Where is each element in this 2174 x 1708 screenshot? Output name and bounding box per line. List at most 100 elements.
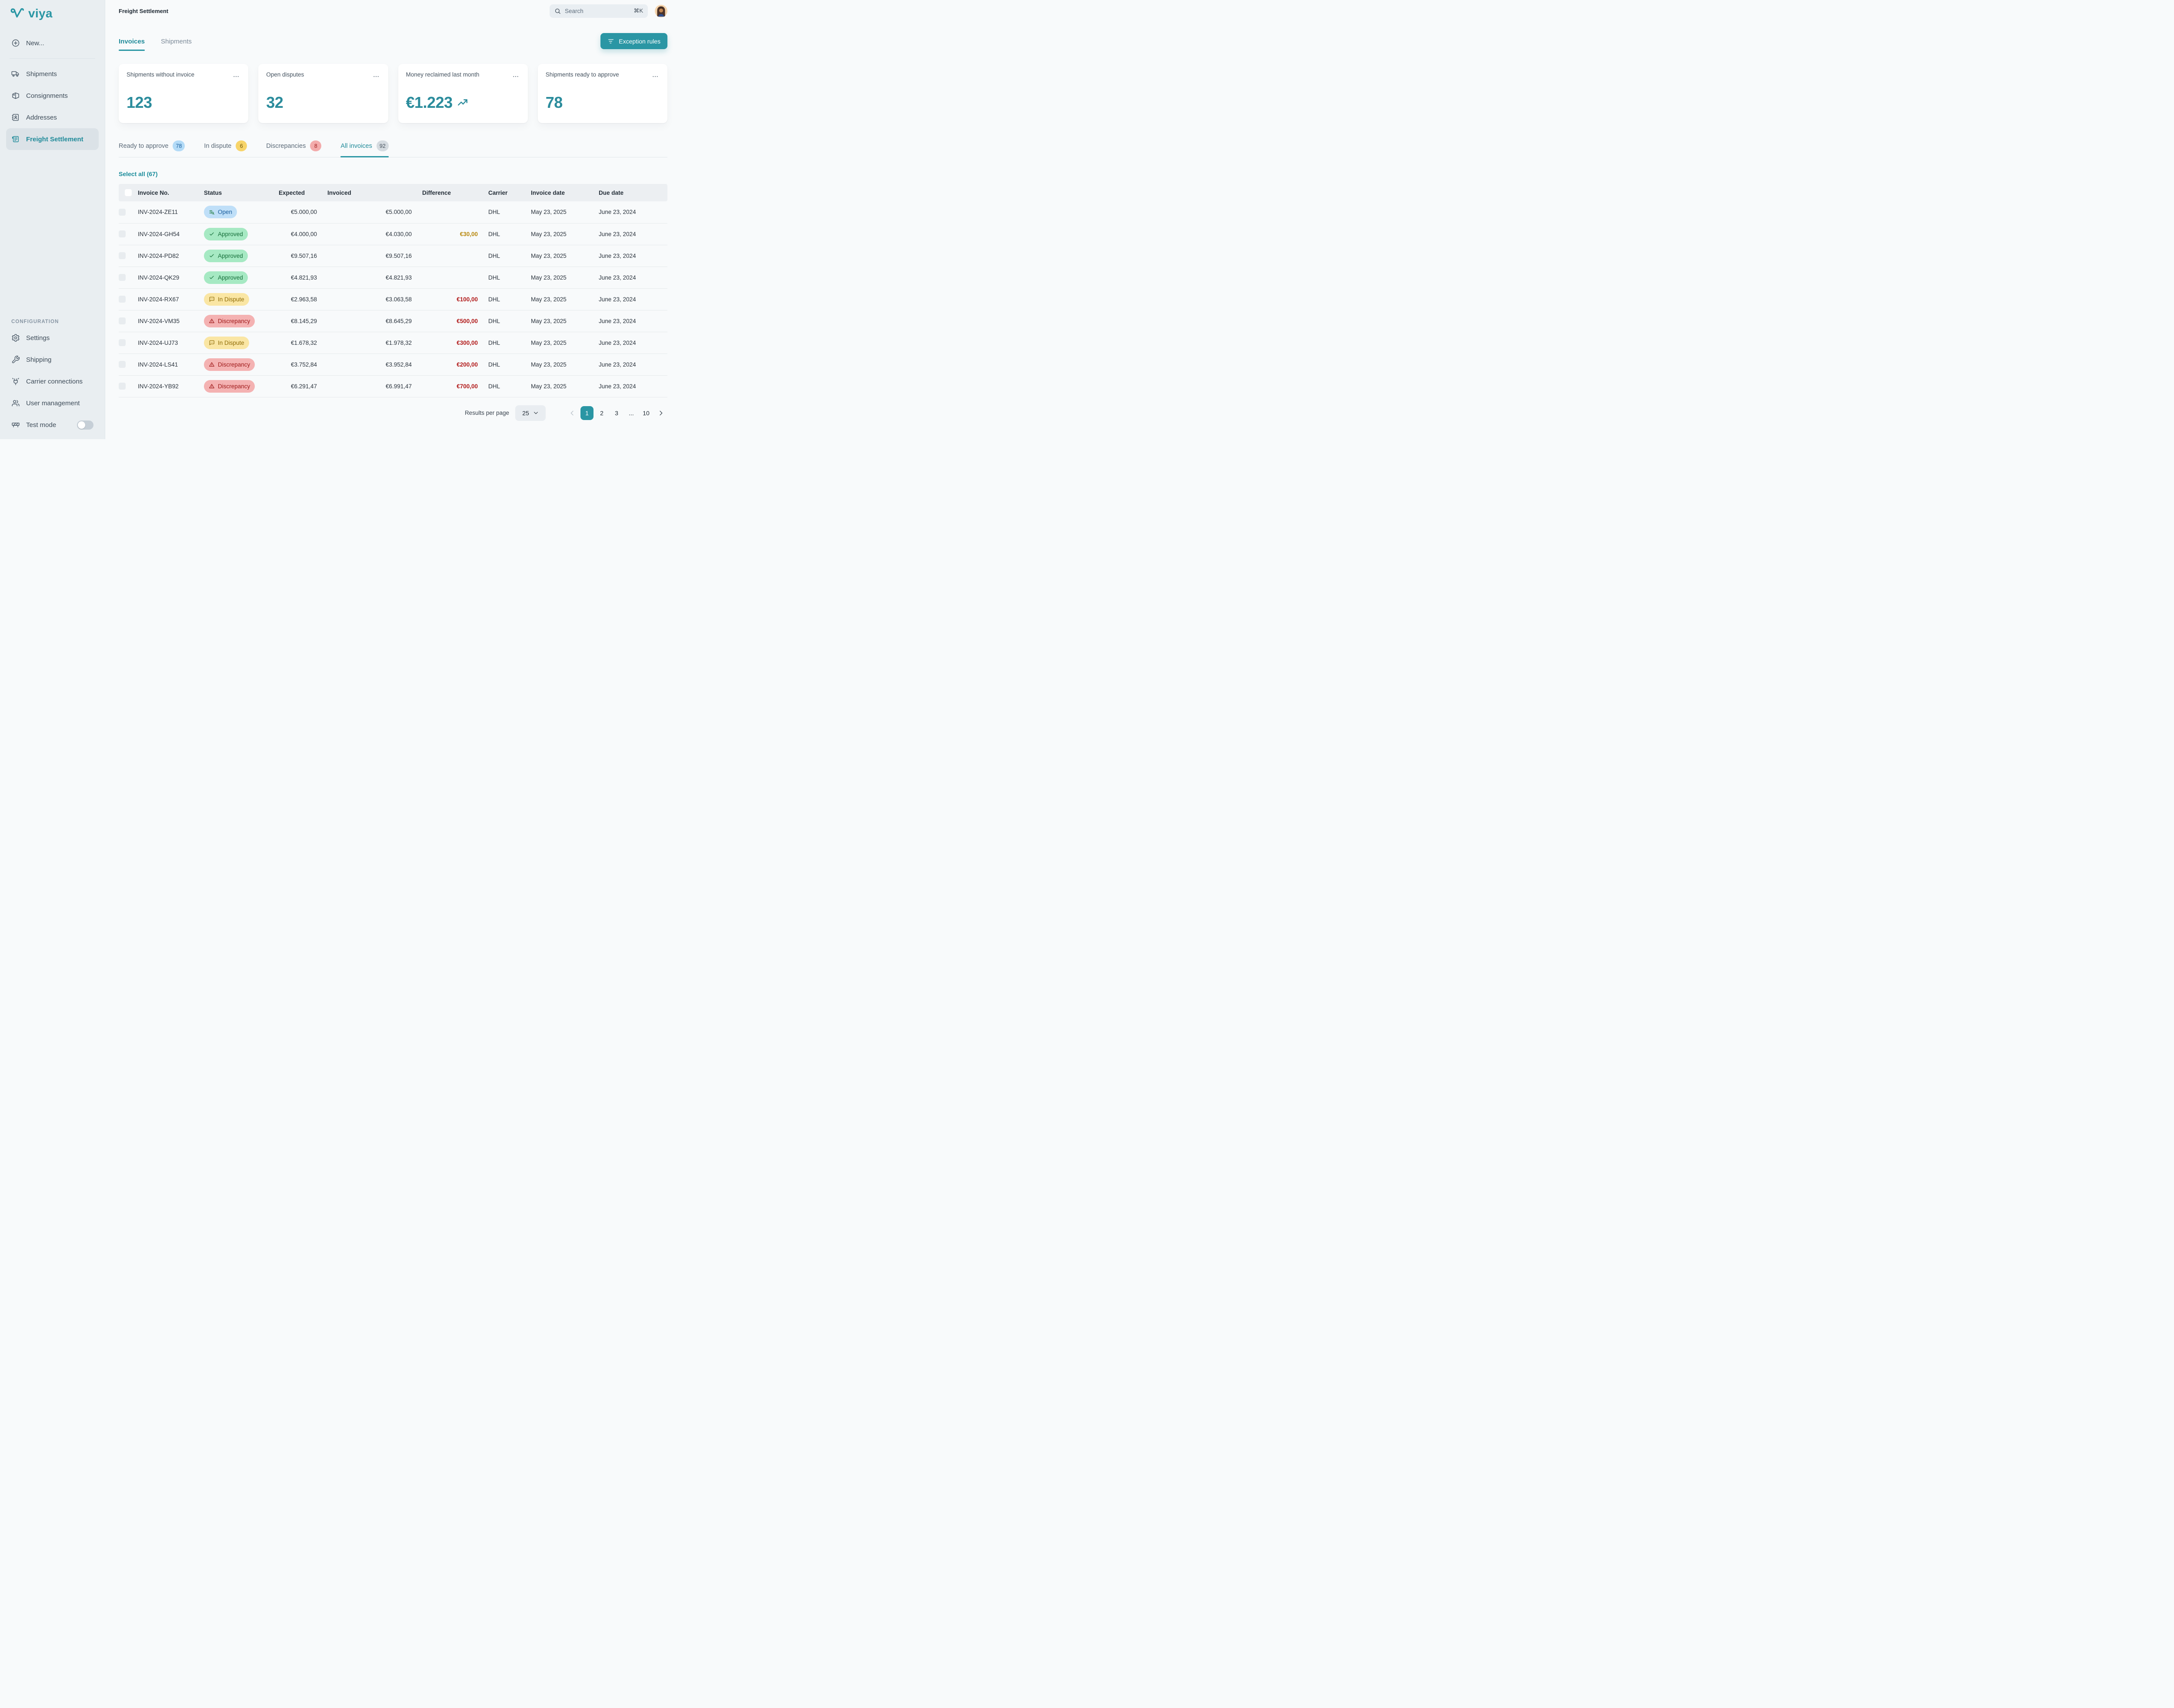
sidebar-item-consignments[interactable]: Consignments [6,85,99,107]
main-content: Freight Settlement Search ⌘K [105,0,676,439]
chevron-down-icon [533,410,539,416]
invoice-date-cell: May 23, 2025 [531,332,599,354]
next-page-button[interactable] [654,406,667,420]
warning-icon [209,383,215,389]
subtab-discrepancies[interactable]: Discrepancies 8 [266,140,321,157]
subtab-ready-to-approve[interactable]: Ready to approve 78 [119,140,185,157]
tab-invoices[interactable]: Invoices [119,38,145,51]
status-badge: Approved [204,250,248,262]
select-all-checkbox[interactable] [125,189,132,196]
sidebar-item-settings[interactable]: Settings [6,327,99,349]
invoice-filter-tabs: Ready to approve 78 In dispute 6 Discrep… [119,140,667,157]
tab-shipments[interactable]: Shipments [161,38,192,51]
sidebar-item-label: Settings [26,334,50,342]
select-all-link[interactable]: Select all (67) [119,170,158,177]
due-date-cell: June 23, 2024 [599,223,667,245]
expected-cell: €2.963,58 [279,288,327,310]
users-icon [11,399,20,407]
row-checkbox[interactable] [119,339,126,346]
exception-rules-button[interactable]: Exception rules [600,33,667,49]
toggle-knob [78,421,85,429]
sidebar-item-label: Shipments [26,70,57,78]
expected-cell: €1.678,32 [279,332,327,354]
card-menu-button[interactable] [651,71,660,82]
invoice-no-cell: INV-2024-LS41 [138,354,204,375]
table-row[interactable]: INV-2024-ZE11 Open €5.000,00 €5.000,00 D… [119,201,667,223]
check-icon [209,274,215,280]
subtab-all-invoices[interactable]: All invoices 92 [340,140,388,157]
count-badge: 78 [173,140,185,151]
row-checkbox[interactable] [119,361,126,368]
difference-cell: €100,00 [422,288,488,310]
sidebar-item-freight-settlement[interactable]: Freight Settlement [6,128,99,150]
invoiced-cell: €3.952,84 [327,354,422,375]
active-subtab-underline [340,156,388,157]
sidebar-item-shipments[interactable]: Shipments [6,63,99,85]
sidebar-item-user-management[interactable]: User management [6,392,99,414]
kpi-value: 32 [266,93,380,112]
table-row[interactable]: INV-2024-PD82 Approved €9.507,16 €9.507,… [119,245,667,267]
expected-cell: €4.821,93 [279,267,327,288]
gear-icon [11,334,20,342]
invoices-table: Invoice No. Status Expected Invoiced Dif… [119,184,667,397]
table-row[interactable]: INV-2024-RX67 In Dispute €2.963,58 €3.06… [119,288,667,310]
invoiced-cell: €9.507,16 [327,245,422,267]
top-bar: Freight Settlement Search ⌘K [119,0,667,22]
row-checkbox[interactable] [119,209,126,216]
brand-wordmark: viya [28,7,53,20]
search-input[interactable]: Search ⌘K [550,4,648,18]
due-date-cell: June 23, 2024 [599,354,667,375]
table-row[interactable]: INV-2024-LS41 Discrepancy €3.752,84 €3.9… [119,354,667,375]
column-header-difference: Difference [422,184,488,201]
table-row[interactable]: INV-2024-VM35 Discrepancy €8.145,29 €8.6… [119,310,667,332]
ellipsis-icon [652,73,659,80]
invoice-date-cell: May 23, 2025 [531,310,599,332]
card-menu-button[interactable] [232,71,240,82]
invoiced-cell: €8.645,29 [327,310,422,332]
trend-up-icon [457,97,468,108]
brand-logo[interactable]: viya [6,0,99,23]
page-button-3[interactable]: 3 [610,406,623,420]
card-menu-button[interactable] [372,71,380,82]
kpi-label: Shipments without invoice [127,71,194,78]
row-checkbox[interactable] [119,274,126,281]
truck-icon [11,70,20,78]
row-checkbox[interactable] [119,252,126,259]
test-mode-toggle[interactable] [77,420,93,430]
status-badge: Open [204,206,237,218]
page-button-1[interactable]: 1 [580,406,594,420]
row-checkbox[interactable] [119,383,126,390]
previous-page-button[interactable] [566,406,579,420]
user-avatar[interactable] [655,5,667,17]
row-checkbox[interactable] [119,296,126,303]
table-row[interactable]: INV-2024-QK29 Approved €4.821,93 €4.821,… [119,267,667,288]
difference-cell: €30,00 [422,223,488,245]
row-checkbox[interactable] [119,317,126,324]
difference-cell: €700,00 [422,375,488,397]
invoice-no-cell: INV-2024-VM35 [138,310,204,332]
table-row[interactable]: INV-2024-YB92 Discrepancy €6.291,47 €6.9… [119,375,667,397]
table-row[interactable]: INV-2024-UJ73 In Dispute €1.678,32 €1.97… [119,332,667,354]
table-row[interactable]: INV-2024-GH54 Approved €4.000,00 €4.030,… [119,223,667,245]
search-icon [554,8,561,14]
card-menu-button[interactable] [511,71,520,82]
sidebar-item-label: User management [26,400,80,407]
page-size-select[interactable]: 25 [515,405,546,421]
sidebar-item-shipping[interactable]: Shipping [6,349,99,370]
page-button-2[interactable]: 2 [595,406,608,420]
check-icon [209,253,215,259]
sidebar-item-label: Shipping [26,356,51,364]
kpi-card-open-disputes: Open disputes 32 [258,64,388,123]
container-icon [11,91,20,100]
expected-cell: €9.507,16 [279,245,327,267]
row-checkbox[interactable] [119,230,126,237]
column-header-expected: Expected [279,184,327,201]
carrier-cell: DHL [488,354,531,375]
status-badge: In Dispute [204,337,249,349]
invoice-date-cell: May 23, 2025 [531,267,599,288]
sidebar-item-addresses[interactable]: Addresses [6,107,99,128]
sidebar-item-carrier-connections[interactable]: Carrier connections [6,370,99,392]
subtab-in-dispute[interactable]: In dispute 6 [204,140,247,157]
sidebar-item-new[interactable]: New... [6,32,99,54]
page-button-10[interactable]: 10 [640,406,653,420]
